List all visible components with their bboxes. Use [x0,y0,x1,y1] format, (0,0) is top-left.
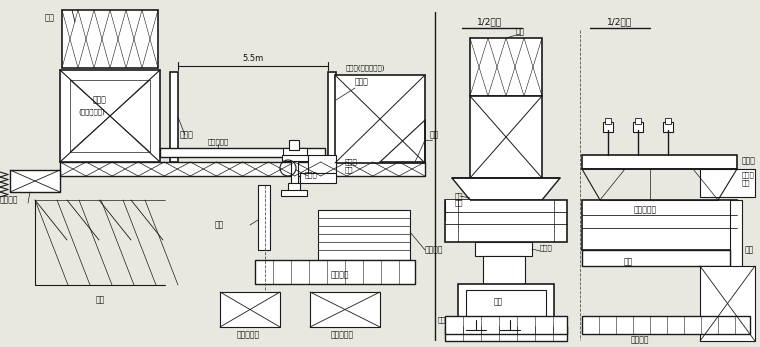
Text: 后轮架: 后轮架 [540,245,553,251]
Text: 1/2前视: 1/2前视 [607,17,632,26]
Text: 斜梯: 斜梯 [95,296,105,305]
Bar [445,200,470,220]
Bar [160,148,325,157]
Bar [475,242,532,256]
Text: 后长架: 后长架 [93,95,107,104]
Bar [0,168,58,198]
Bar [582,250,730,266]
Text: 垫座: 垫座 [742,180,750,186]
Bar [335,75,425,163]
Bar [258,185,270,250]
Bar [10,170,60,192]
Text: 侧模: 侧模 [745,245,754,254]
Text: 5.5m: 5.5m [242,53,264,62]
Text: 侧模: 侧模 [215,220,224,229]
Text: 后吊杆: 后吊杆 [180,130,194,139]
Bar [700,266,755,341]
Bar [310,292,380,327]
Bar [281,190,307,196]
Bar [288,183,300,193]
Text: 张拉平台: 张拉平台 [425,245,444,254]
Text: 锚固结构: 锚固结构 [0,195,18,204]
Text: 压重: 压重 [515,27,524,36]
Bar [633,122,643,132]
Bar [603,122,613,132]
Bar [62,10,158,68]
Bar [582,316,750,334]
Bar [60,162,425,176]
Bar [300,173,336,183]
Text: 前长架: 前长架 [742,156,756,166]
Bar [470,96,542,178]
Text: 斜梯: 斜梯 [438,317,447,323]
Bar [470,38,542,96]
Bar [466,290,546,320]
Text: 压重: 压重 [45,14,55,23]
Bar [60,70,160,162]
Bar [730,200,742,305]
Bar [445,200,567,242]
Bar [700,169,755,197]
Bar [291,157,298,185]
Bar [582,155,737,169]
Polygon shape [452,178,560,200]
Text: 前长架(附脚手平台): 前长架(附脚手平台) [345,65,385,71]
Text: 走行轮: 走行轮 [305,172,318,178]
Bar [635,118,641,124]
Text: 吊架及横联: 吊架及横联 [633,205,657,214]
Bar [289,140,299,150]
Bar [283,148,307,156]
Text: 前短架: 前短架 [345,159,358,165]
Bar [458,284,554,326]
Text: 锚固
结构: 锚固 结构 [455,192,464,206]
Bar [582,200,737,250]
Text: 底模: 底模 [623,257,632,266]
Text: 底模平台: 底模平台 [331,271,350,279]
Text: (附脚手平台): (附脚手平台) [78,109,106,115]
Bar [328,72,336,162]
Text: 后支承横架: 后支承横架 [236,330,260,339]
Text: 垫座: 垫座 [345,167,353,173]
Bar [445,326,567,341]
Bar [255,260,415,284]
Bar [605,118,611,124]
Bar [445,316,567,334]
Text: 底模平台: 底模平台 [631,336,649,345]
Text: 1/2后视: 1/2后视 [477,17,502,26]
Bar [483,256,525,284]
Text: 吊架: 吊架 [430,130,439,139]
Bar [220,292,280,327]
Bar [70,80,150,152]
Bar [665,118,671,124]
Text: 前吊杆: 前吊杆 [355,77,369,86]
Text: 前支承横架: 前支承横架 [331,330,353,339]
Bar [318,210,410,260]
Bar [170,72,178,162]
Bar [308,155,336,175]
Text: 内模: 内模 [493,297,502,306]
Text: 前短架: 前短架 [742,172,755,178]
Bar [282,155,308,161]
Bar [663,122,673,132]
Text: 悬吊侧横架: 悬吊侧横架 [207,139,229,145]
